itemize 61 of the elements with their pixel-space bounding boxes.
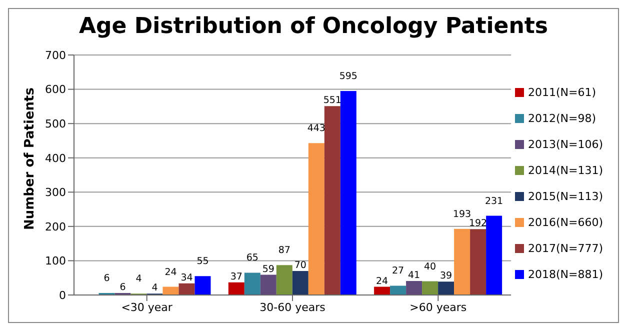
bar [260, 274, 276, 295]
data-label: 37 [230, 271, 242, 282]
data-label: 193 [452, 208, 472, 220]
legend-label: 2013(N=106) [528, 138, 603, 150]
data-label: 6 [120, 282, 126, 293]
bar [454, 228, 470, 295]
legend-label: 2018(N=881) [528, 268, 603, 280]
bar [244, 272, 260, 295]
bar [178, 283, 195, 295]
bar [292, 271, 308, 295]
y-tick-label: 400 [45, 152, 66, 165]
data-label: 70 [294, 260, 306, 271]
data-label: 24 [164, 266, 177, 278]
legend-label: 2014(N=131) [528, 164, 603, 176]
bar [438, 282, 454, 295]
data-label: 4 [136, 274, 142, 285]
data-label: 4 [152, 282, 158, 294]
x-tick-label: >60 years [410, 300, 467, 314]
data-label: 40 [424, 261, 436, 272]
bar [406, 280, 422, 295]
y-tick-label: 300 [45, 186, 66, 200]
y-tick-label: 100 [45, 254, 66, 268]
data-label: 27 [392, 266, 404, 277]
data-label: 6 [104, 272, 110, 284]
data-label: 24 [376, 276, 388, 287]
data-label: 65 [246, 252, 258, 264]
bar [162, 286, 179, 295]
data-label: 39 [440, 270, 452, 282]
x-tick-label: 30-60 years [260, 300, 326, 314]
data-label: 59 [262, 264, 274, 275]
bar [324, 106, 340, 295]
legend-label: 2015(N=113) [528, 190, 603, 202]
data-label: 595 [339, 71, 358, 82]
bar [422, 281, 438, 295]
legend-label: 2017(N=777) [528, 242, 603, 254]
bar [276, 265, 292, 295]
y-tick-label: 500 [45, 117, 66, 130]
bar [374, 286, 390, 295]
data-label: 231 [484, 196, 504, 207]
data-label: 34 [180, 272, 193, 284]
bar [308, 143, 324, 295]
legend-label: 2012(N=98) [528, 112, 596, 124]
data-label: 87 [278, 245, 290, 256]
bar [340, 91, 356, 295]
data-label: 41 [408, 270, 420, 281]
chart-title: Age Distribution of Oncology Patients [78, 13, 549, 41]
y-tick-label: 700 [45, 48, 66, 62]
y-axis-title: Number of Patients [22, 87, 38, 230]
y-tick-label: 600 [45, 83, 66, 96]
x-tick-label: <30 year [121, 300, 173, 314]
data-label: 55 [196, 256, 209, 268]
y-tick-label: 0 [59, 288, 66, 302]
bar [470, 229, 486, 295]
y-tick-label: 200 [45, 220, 66, 234]
bar [390, 286, 406, 295]
bar [194, 276, 211, 295]
bar [228, 282, 244, 295]
legend-label: 2011(N=61) [528, 86, 596, 98]
legend-label: 2016(N=660) [528, 216, 603, 228]
bar [486, 216, 502, 295]
data-label: 551 [323, 95, 342, 106]
